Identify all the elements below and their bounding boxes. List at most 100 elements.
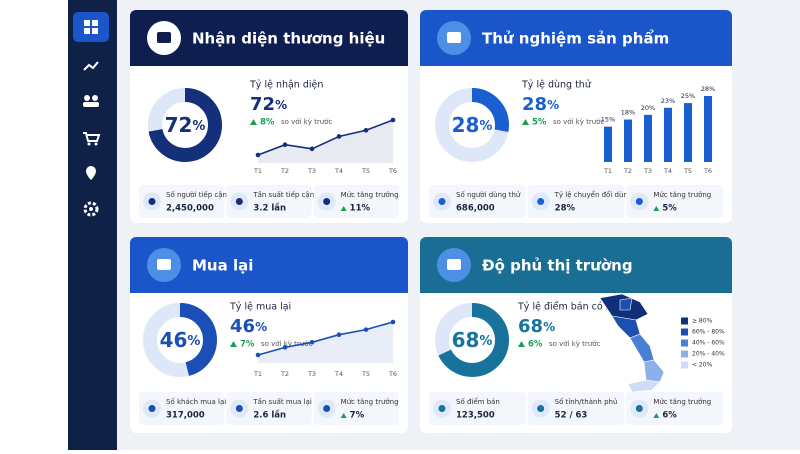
stat-value: 7%	[350, 411, 365, 421]
sidebar	[68, 0, 117, 450]
nav-dashboard[interactable]	[73, 12, 109, 42]
x-tick-label: T5	[683, 167, 692, 175]
stat-label: Tần suất tiếp cận TB	[252, 191, 325, 199]
stat-label: Số người dùng thử	[456, 191, 521, 199]
nav-dashboard-icon	[84, 20, 98, 34]
donut-unit: %	[479, 334, 492, 349]
line-point	[336, 134, 342, 139]
donut-arc	[143, 303, 217, 377]
header-icon-glyph	[447, 259, 461, 270]
stat-label: Mức tăng trưởng	[341, 398, 399, 406]
kpi-delta-note: so với kỳ trước	[281, 118, 333, 126]
card-title: Độ phủ thị trường	[482, 257, 633, 275]
line-point	[363, 327, 369, 332]
kpi-label: Tỷ lệ dùng thử	[521, 80, 592, 91]
legend-swatch	[681, 361, 688, 369]
legend-label: 20% - 40%	[692, 351, 725, 358]
bar-label: 18%	[621, 109, 635, 117]
nav-users[interactable]	[83, 95, 99, 107]
stat-label: Số người tiếp cận	[166, 191, 227, 199]
card-header	[130, 10, 408, 66]
donut-unit: %	[479, 119, 492, 134]
stat-value: 2.6 lần	[253, 410, 286, 421]
card-header	[420, 237, 732, 293]
bar-label: 23%	[661, 97, 675, 105]
x-tick-label: T6	[703, 167, 712, 175]
stat-cell	[429, 185, 526, 218]
x-tick-label: T5	[361, 370, 370, 378]
kpi-number: 72	[250, 94, 275, 115]
donut-value: 28	[452, 113, 480, 137]
stat-value: 2,450,000	[166, 204, 214, 214]
stat-cell	[139, 392, 225, 425]
stat-label: Mức tăng trưởng	[653, 398, 711, 406]
header-icon-glyph	[157, 259, 171, 270]
stat-arrow	[340, 413, 347, 418]
stat-cell	[527, 392, 625, 425]
map-region	[629, 333, 655, 363]
kpi-delta: 8%	[260, 118, 275, 128]
kpi-delta-note: so với kỳ trước	[549, 340, 601, 348]
kpi-label: Tỷ lệ mua lại	[229, 302, 291, 313]
donut-value: 68	[452, 328, 480, 352]
kpi-unit: %	[275, 98, 287, 112]
nav-trend[interactable]	[83, 61, 99, 71]
line-point	[309, 340, 315, 345]
kpi-value: 72%	[250, 94, 287, 115]
legend-swatch	[681, 317, 688, 325]
stat-label: Số khách mua lại	[166, 398, 226, 406]
line	[257, 321, 394, 356]
line-point	[255, 352, 261, 358]
kpi-value: 46%	[230, 316, 267, 337]
stat-value: 28%	[555, 204, 576, 214]
bar	[684, 103, 692, 162]
donut-arc	[435, 88, 509, 162]
header-icon-glyph	[157, 32, 171, 43]
stat-icon-glyph	[323, 405, 331, 412]
x-tick-label: T1	[253, 370, 262, 378]
x-tick-label: T5	[361, 167, 370, 175]
line-point	[309, 146, 315, 152]
kpi-delta: 7%	[240, 340, 255, 350]
stat-value: 6%	[662, 411, 677, 421]
line-point	[282, 142, 288, 148]
line-point	[255, 152, 261, 158]
x-tick-label: T4	[663, 167, 672, 175]
bar-label: 25%	[681, 92, 695, 100]
stat-icon-glyph	[537, 198, 545, 205]
x-tick-label: T6	[388, 370, 397, 378]
kpi-unit: %	[255, 320, 267, 334]
stat-cell	[429, 392, 526, 425]
stat-icon-glyph	[235, 405, 243, 412]
map	[599, 293, 665, 393]
stat-label: Số điểm bán	[456, 397, 500, 406]
x-tick-label: T2	[280, 167, 289, 175]
line-point	[282, 345, 288, 350]
nav-cart[interactable]	[83, 132, 101, 146]
x-tick-label: T3	[307, 370, 316, 378]
donut-label: 68%	[452, 328, 493, 352]
legend-swatch	[681, 339, 688, 347]
stat-value: 52 / 63	[555, 411, 588, 421]
stat-label: Số tỉnh/thành phủ	[555, 398, 618, 406]
nav-settings[interactable]	[83, 201, 99, 217]
stat-cell	[226, 392, 312, 425]
legend-label: ≥ 80%	[692, 318, 713, 325]
stat-icon-glyph	[438, 198, 446, 205]
stat-icon-glyph	[438, 405, 446, 412]
stat-value: 11%	[350, 204, 371, 214]
stat-cell	[626, 392, 723, 425]
kpi-delta: 5%	[532, 118, 547, 128]
stat-cell	[226, 185, 312, 218]
x-tick-label: T1	[603, 167, 612, 175]
kpi-delta-note: so với kỳ trước	[261, 340, 313, 348]
bar-label: 20%	[641, 104, 655, 112]
stat-icon-glyph	[235, 198, 243, 205]
stat-value: 5%	[662, 204, 677, 214]
x-tick-label: T2	[623, 167, 632, 175]
stat-label: Tần suất mua lại TB	[252, 398, 323, 406]
donut-value: 46	[160, 328, 188, 352]
nav-location[interactable]	[86, 166, 96, 180]
